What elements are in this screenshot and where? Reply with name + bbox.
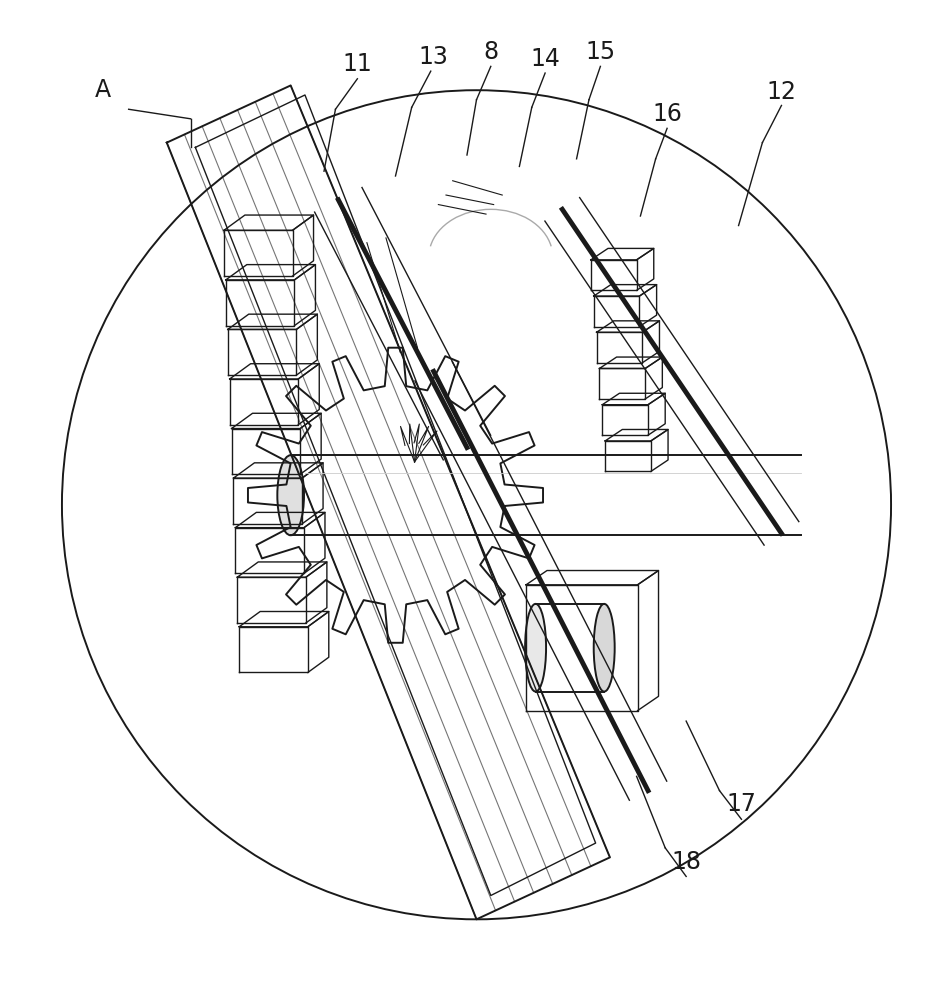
Ellipse shape xyxy=(593,604,614,692)
Text: 18: 18 xyxy=(670,850,701,874)
Text: 11: 11 xyxy=(342,52,372,76)
Text: 15: 15 xyxy=(585,40,615,64)
Text: 16: 16 xyxy=(651,102,682,126)
Ellipse shape xyxy=(525,604,545,692)
Text: 17: 17 xyxy=(725,792,756,816)
Ellipse shape xyxy=(277,455,304,535)
Text: 14: 14 xyxy=(529,47,560,71)
Text: 8: 8 xyxy=(483,40,498,64)
Text: 12: 12 xyxy=(765,80,796,104)
Text: A: A xyxy=(95,78,110,102)
Text: 13: 13 xyxy=(418,45,448,69)
